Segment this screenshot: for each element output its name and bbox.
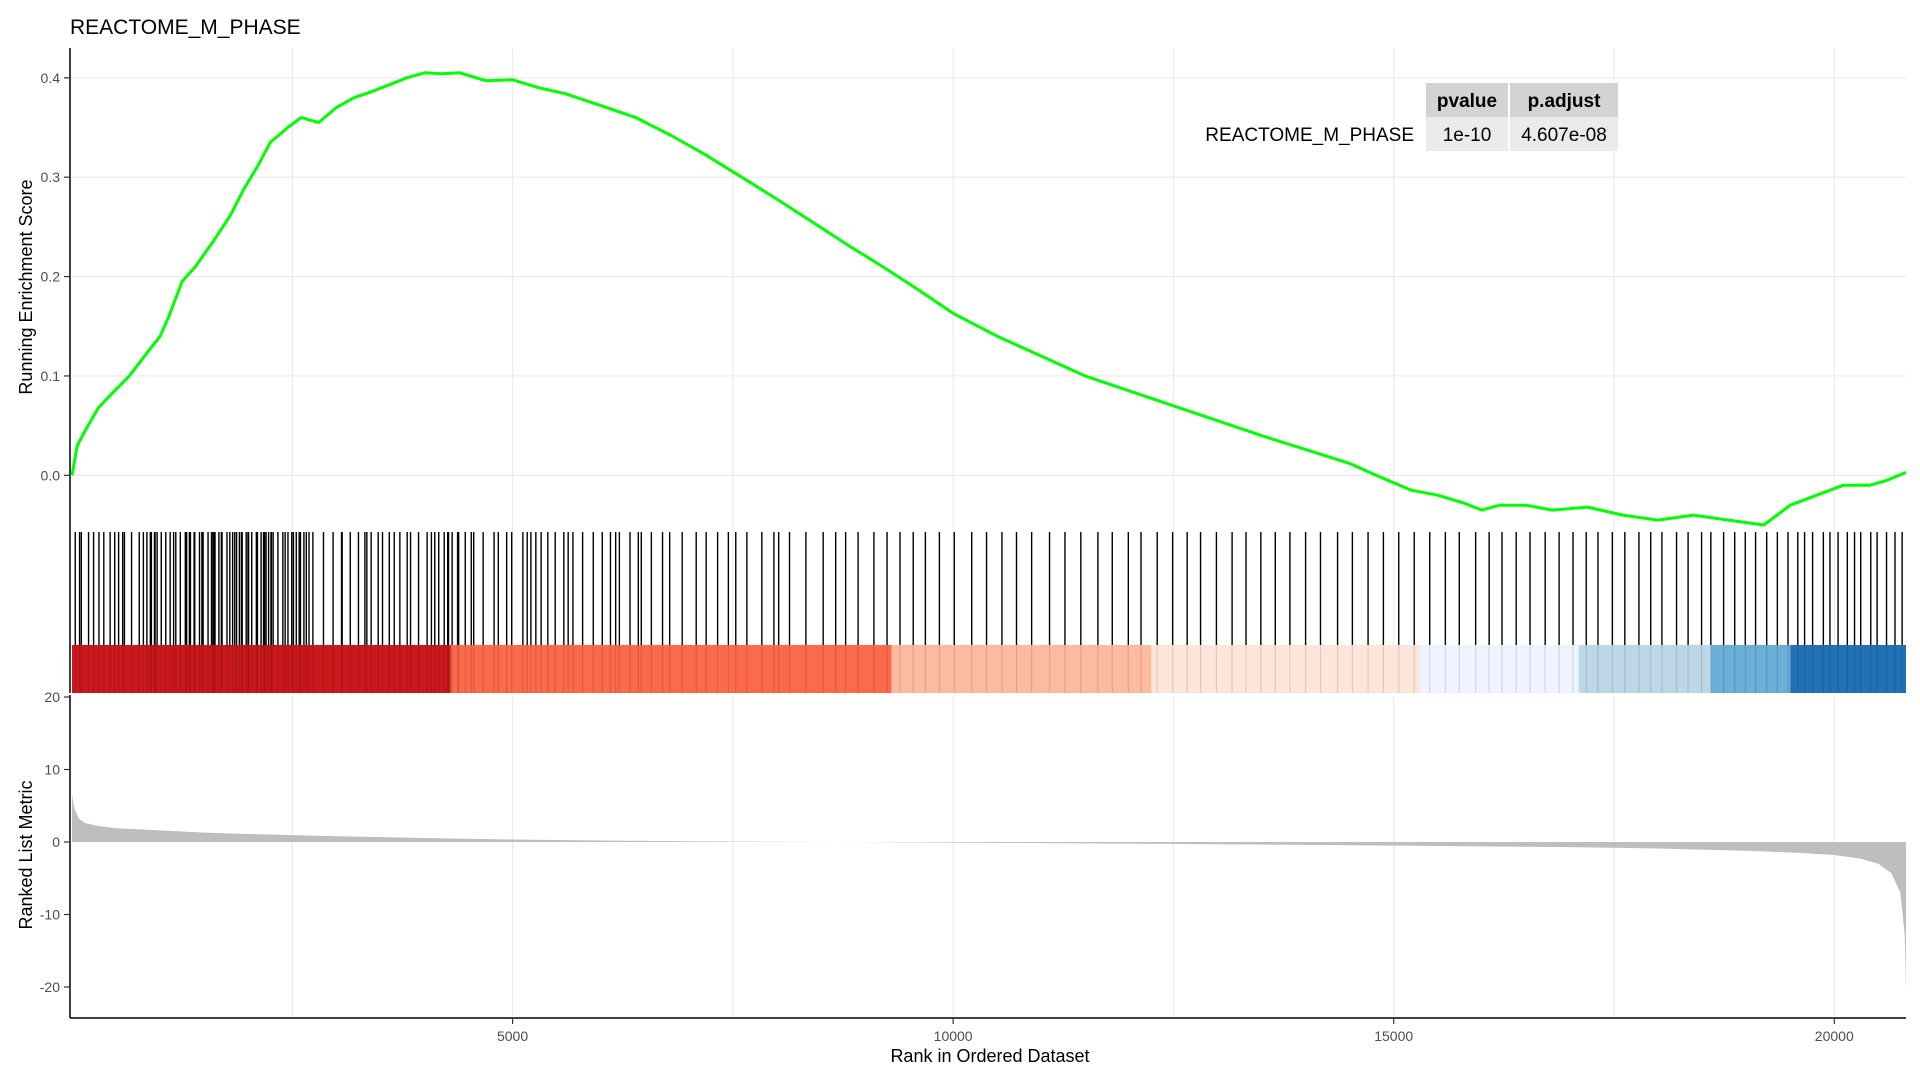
heat-band bbox=[1790, 645, 1906, 693]
heat-band bbox=[891, 645, 1152, 693]
es-y-tick-label: 0.3 bbox=[41, 169, 61, 185]
ranked-metric-area bbox=[72, 794, 1906, 991]
table-row-label: REACTOME_M_PHASE bbox=[1205, 125, 1414, 146]
metric-y-tick-label: -10 bbox=[40, 907, 60, 923]
heat-band bbox=[450, 645, 892, 693]
table-header-pvalue: pvalue bbox=[1437, 91, 1497, 112]
metric-y-axis-title: Ranked List Metric bbox=[16, 780, 36, 929]
metric-y-tick-label: 20 bbox=[44, 689, 60, 705]
es-y-tick-label: 0.1 bbox=[41, 368, 61, 384]
table-value-padjust: 4.607e-08 bbox=[1521, 125, 1607, 146]
x-axis-title: Rank in Ordered Dataset bbox=[890, 1046, 1089, 1066]
x-tick-label: 5000 bbox=[497, 1028, 528, 1044]
table-value-pvalue: 1e-10 bbox=[1443, 125, 1492, 146]
heat-band bbox=[1710, 645, 1791, 693]
heat-band bbox=[1578, 645, 1711, 693]
table-header-padjust: p.adjust bbox=[1528, 91, 1602, 112]
gene-hit-lines bbox=[74, 532, 1903, 645]
es-y-axis-title: Running Enrichment Score bbox=[16, 179, 36, 394]
es-y-ticks: 0.0 0.1 0.2 0.3 0.4 bbox=[41, 70, 70, 483]
metric-y-tick-label: 10 bbox=[44, 762, 60, 778]
metric-y-tick-label: 0 bbox=[52, 834, 60, 850]
running-es-panel: 0.0 0.1 0.2 0.3 0.4 Running Enrichment Score bbox=[16, 48, 1907, 693]
x-ticks: 5000 10000 15000 20000 bbox=[497, 1018, 1854, 1044]
table-header-cell-pvalue bbox=[1426, 83, 1508, 117]
heat-strip bbox=[72, 645, 1906, 693]
es-y-tick-label: 0.4 bbox=[41, 70, 61, 86]
table-cell-pvalue bbox=[1426, 117, 1508, 151]
es-y-tick-label: 0.2 bbox=[41, 269, 61, 285]
metric-y-tick-label: -20 bbox=[40, 979, 60, 995]
x-tick-label: 15000 bbox=[1374, 1028, 1413, 1044]
table-cell-padjust bbox=[1510, 117, 1618, 151]
x-tick-label: 10000 bbox=[934, 1028, 973, 1044]
heat-band bbox=[1151, 645, 1421, 693]
es-gridlines bbox=[72, 48, 1906, 693]
heat-band bbox=[72, 645, 451, 693]
plot-title: REACTOME_M_PHASE bbox=[70, 16, 301, 39]
ranked-metric-panel: 20 10 0 -10 -20 5000 10000 15000 20000 Ranked L… bbox=[16, 689, 1906, 1066]
metric-gridlines bbox=[291, 697, 1835, 1016]
running-es-line bbox=[70, 71, 1907, 527]
x-tick-label: 20000 bbox=[1815, 1028, 1854, 1044]
metric-y-ticks: 20 10 0 -10 -20 bbox=[40, 689, 70, 995]
heat-band bbox=[1420, 645, 1579, 693]
table-header-cell-padjust bbox=[1510, 83, 1618, 117]
es-y-tick-label: 0.0 bbox=[41, 467, 61, 483]
stats-table: pvalue p.adjust REACTOME_M_PHASE 1e-10 4… bbox=[1205, 83, 1618, 151]
